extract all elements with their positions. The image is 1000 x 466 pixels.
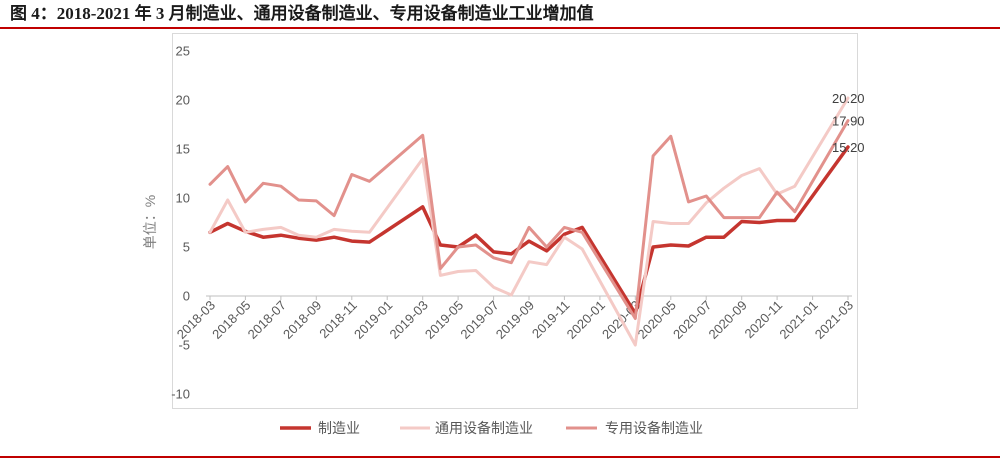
y-tick-label: 25	[176, 44, 190, 59]
y-tick-label: 10	[176, 191, 190, 206]
legend-item-2: 专用设备制造业	[566, 420, 703, 436]
legend: 制造业 通用设备制造业 专用设备制造业	[280, 420, 703, 436]
data-label: 20.20	[832, 91, 865, 106]
legend-label: 制造业	[318, 420, 360, 436]
x-tick-label: 2019-09	[493, 298, 537, 342]
data-labels: 15.20 20.20 17.90	[832, 91, 865, 155]
data-label: 17.90	[832, 114, 865, 129]
x-tick-label: 2018-09	[280, 298, 324, 342]
x-tick-label: 2020-09	[705, 298, 749, 342]
series-lines	[208, 96, 850, 347]
y-tick-label: 20	[176, 93, 190, 108]
legend-label: 专用设备制造业	[605, 420, 703, 436]
figure-title: 图 4：2018-2021 年 3 月制造业、通用设备制造业、专用设备制造业工业…	[10, 4, 594, 23]
x-tick-label: 2020-01	[564, 298, 608, 342]
series-line-2	[208, 119, 850, 320]
x-tick-label: 2019-05	[422, 298, 466, 342]
y-axis-title: 单位：%	[142, 195, 158, 249]
y-tick-label: 5	[183, 240, 190, 255]
y-tick-label: -5	[178, 338, 190, 353]
bottom-rule	[0, 456, 1000, 458]
x-tick-label: 2020-07	[670, 298, 714, 342]
x-tick-label: 2019-07	[457, 298, 501, 342]
legend-item-0: 制造业	[280, 420, 360, 436]
x-axis: 2018-032018-052018-072018-092018-112019-…	[174, 295, 856, 342]
y-tick-label: 15	[176, 142, 190, 157]
x-tick-label: 2018-05	[209, 298, 253, 342]
x-tick-label: 2019-03	[386, 298, 430, 342]
legend-item-1: 通用设备制造业	[400, 420, 533, 436]
chart-frame	[172, 33, 858, 409]
x-tick-label: 2018-03	[174, 298, 218, 342]
x-tick-label: 2021-01	[776, 298, 820, 342]
x-tick-label: 2019-01	[351, 298, 395, 342]
y-tick-label: 0	[183, 289, 190, 304]
data-label: 15.20	[832, 140, 865, 155]
series-line-0	[208, 145, 850, 316]
x-tick-label: 2021-03	[812, 298, 856, 342]
series-line-1	[208, 96, 850, 347]
legend-label: 通用设备制造业	[435, 420, 533, 436]
y-axis: 25 20 15 10 5 0 -5 -10	[171, 44, 190, 402]
top-rule	[0, 27, 1000, 29]
x-tick-label: 2018-07	[245, 298, 289, 342]
y-tick-label: -10	[171, 387, 190, 402]
